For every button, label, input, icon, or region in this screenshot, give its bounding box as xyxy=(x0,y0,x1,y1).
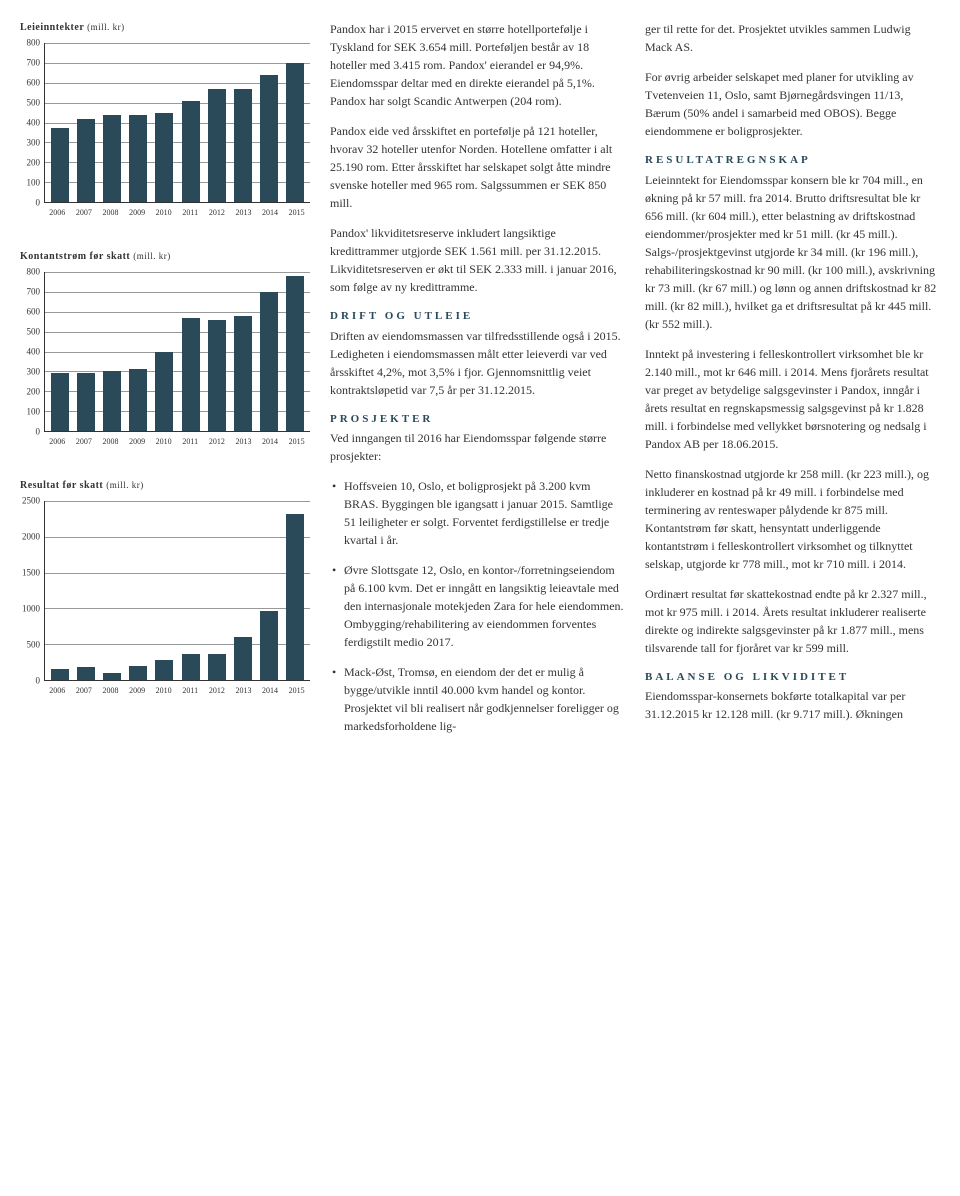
chart-plot xyxy=(44,43,310,203)
chart-bar xyxy=(234,316,252,431)
text-column-2: ger til rette for det. Prosjektet utvikl… xyxy=(645,20,940,747)
chart-bar xyxy=(155,352,173,432)
chart-bar xyxy=(260,75,278,202)
y-axis: 8007006005004003002001000 xyxy=(20,272,44,432)
paragraph: Leieinntekt for Eiendomsspar konsern ble… xyxy=(645,171,940,333)
paragraph: Inntekt på investering i felleskontrolle… xyxy=(645,345,940,453)
paragraph: Driften av eiendomsmassen var tilfredsst… xyxy=(330,327,625,399)
chart-bar xyxy=(51,669,69,680)
chart-bar xyxy=(51,128,69,202)
section-heading-balanse: BALANSE OG LIKVIDITET xyxy=(645,669,940,686)
text-columns: Pandox har i 2015 ervervet en større hot… xyxy=(330,20,940,747)
x-axis: 2006200720082009201020112012201320142015 xyxy=(20,207,310,219)
chart-block: Kontantstrøm før skatt (mill. kr) 8007006… xyxy=(20,249,310,448)
chart-bar xyxy=(155,113,173,202)
section-heading-resultat: RESULTATREGNSKAP xyxy=(645,152,940,169)
chart-bar xyxy=(260,611,278,680)
chart-bar xyxy=(51,373,69,431)
chart-bar xyxy=(103,115,121,202)
chart-bar xyxy=(77,667,95,680)
text-column-1: Pandox har i 2015 ervervet en større hot… xyxy=(330,20,625,747)
list-item: Øvre Slottsgate 12, Oslo, en kontor-/for… xyxy=(330,561,625,651)
chart-bar xyxy=(129,115,147,202)
paragraph: Netto finanskostnad utgjorde kr 258 mill… xyxy=(645,465,940,573)
chart-bar xyxy=(103,673,121,680)
list-item: Hoffsveien 10, Oslo, et boligprosjekt på… xyxy=(330,477,625,549)
chart-bar xyxy=(129,369,147,431)
chart-block: Resultat før skatt (mill. kr) 25002000150… xyxy=(20,478,310,697)
chart-bar xyxy=(182,654,200,680)
chart-title: Kontantstrøm før skatt (mill. kr) xyxy=(20,249,310,264)
chart-bar xyxy=(286,63,304,202)
chart-bar xyxy=(234,637,252,680)
chart-bar xyxy=(234,89,252,202)
paragraph: Pandox eide ved årsskiftet en portefølje… xyxy=(330,122,625,212)
chart-bar xyxy=(77,373,95,431)
chart-bar xyxy=(129,666,147,680)
chart-title: Leieinntekter (mill. kr) xyxy=(20,20,310,35)
chart-bar xyxy=(286,514,304,680)
chart-bar xyxy=(182,101,200,202)
chart-bar xyxy=(182,318,200,431)
paragraph: Pandox har i 2015 ervervet en større hot… xyxy=(330,20,625,110)
y-axis: 25002000150010005000 xyxy=(20,501,44,681)
project-list: Hoffsveien 10, Oslo, et boligprosjekt på… xyxy=(330,477,625,735)
chart-bar xyxy=(77,119,95,202)
paragraph: ger til rette for det. Prosjektet utvikl… xyxy=(645,20,940,56)
page-layout: Leieinntekter (mill. kr) 8007006005004003… xyxy=(20,20,940,747)
chart-bar xyxy=(208,654,226,680)
section-heading-prosjekter: PROSJEKTER xyxy=(330,411,625,428)
charts-column: Leieinntekter (mill. kr) 8007006005004003… xyxy=(20,20,310,747)
chart-title: Resultat før skatt (mill. kr) xyxy=(20,478,310,493)
y-axis: 8007006005004003002001000 xyxy=(20,43,44,203)
paragraph: Ved inngangen til 2016 har Eiendomsspar … xyxy=(330,429,625,465)
chart-block: Leieinntekter (mill. kr) 8007006005004003… xyxy=(20,20,310,219)
paragraph: Eiendomsspar-konsernets bokførte totalka… xyxy=(645,687,940,723)
paragraph: For øvrig arbeider selskapet med planer … xyxy=(645,68,940,140)
chart-bar xyxy=(155,660,173,680)
chart-bar xyxy=(208,320,226,431)
chart-bar xyxy=(103,371,121,431)
chart-plot xyxy=(44,501,310,681)
paragraph: Ordinært resultat før skattekostnad endt… xyxy=(645,585,940,657)
chart-bar xyxy=(208,89,226,202)
x-axis: 2006200720082009201020112012201320142015 xyxy=(20,685,310,697)
chart-bar xyxy=(286,276,304,431)
x-axis: 2006200720082009201020112012201320142015 xyxy=(20,436,310,448)
chart-bar xyxy=(260,292,278,431)
chart-plot xyxy=(44,272,310,432)
paragraph: Pandox' likviditetsreserve inkludert lan… xyxy=(330,224,625,296)
section-heading-drift: DRIFT OG UTLEIE xyxy=(330,308,625,325)
list-item: Mack-Øst, Tromsø, en eiendom der det er … xyxy=(330,663,625,735)
